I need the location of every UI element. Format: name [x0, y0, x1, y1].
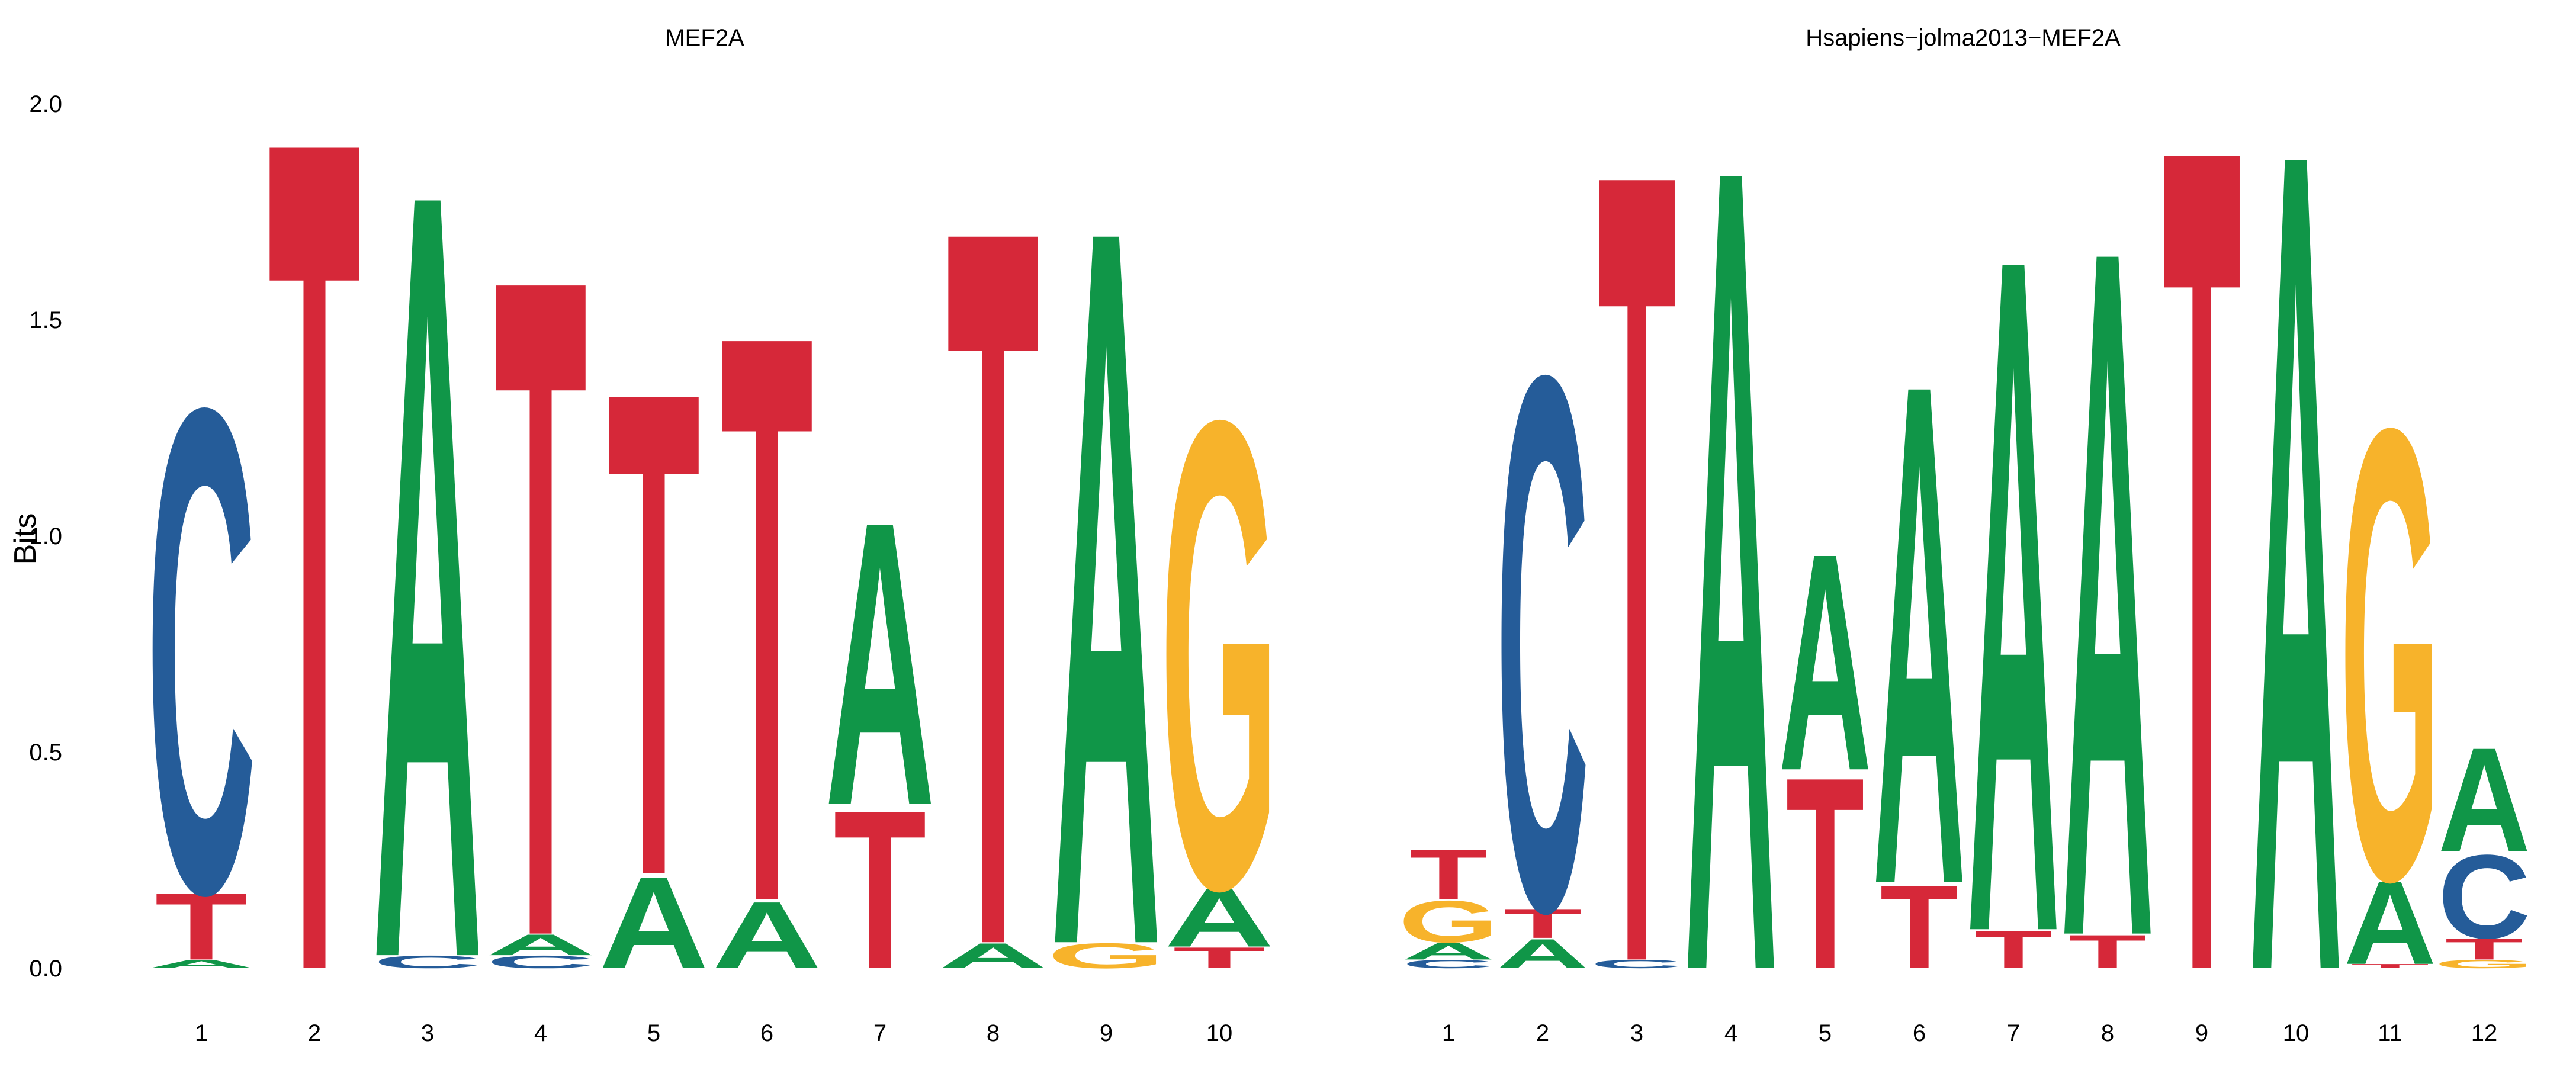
x-tick-label: 10	[2283, 1020, 2310, 1046]
x-tick-label: 5	[1819, 1020, 1832, 1046]
x-tick-label: 8	[987, 1020, 1000, 1046]
logo-letter-a: A	[2438, 716, 2531, 883]
logo-letter-a: A	[486, 928, 596, 962]
x-tick-label: 6	[760, 1020, 773, 1046]
x-tick-label: 1	[1442, 1020, 1455, 1046]
y-tick-label: 2.0	[29, 91, 62, 117]
x-tick-label: 11	[2378, 1020, 2402, 1046]
logo-letter-t: T	[1880, 860, 1959, 994]
logo-letter-a: A	[1164, 871, 1274, 965]
logo-letter-c: C	[1402, 957, 1495, 971]
logo-letter-a: A	[938, 936, 1048, 976]
x-tick-label: 1	[195, 1020, 208, 1046]
y-tick-label: 1.5	[29, 307, 62, 333]
logo-letter-t: T	[1974, 920, 2053, 979]
panel-1-title: MEF2A	[665, 25, 744, 51]
logo-letter-g: G	[1399, 888, 1499, 955]
x-tick-label: 5	[647, 1020, 660, 1046]
y-axis-label: Bits	[8, 513, 43, 565]
logo-letter-a: A	[2344, 856, 2437, 989]
logo-letter-c: C	[146, 265, 256, 1037]
logo-letter-a: A	[372, 0, 483, 1083]
logo-letter-a: A	[1051, 14, 1161, 1083]
logo-letter-g: G	[1160, 282, 1279, 1028]
logo-letter-t: T	[607, 248, 700, 1020]
x-tick-label: 7	[873, 1020, 886, 1046]
logo-letter-t: T	[1409, 835, 1488, 915]
x-tick-label: 2	[1536, 1020, 1549, 1046]
logo-letter-c: C	[372, 952, 483, 972]
logo-letter-a: A	[1873, 234, 1966, 1033]
logo-letter-c: C	[1591, 957, 1684, 971]
logo-letter-a: A	[1779, 489, 1872, 835]
logo-letter-c: C	[1496, 217, 1589, 1070]
logo-letter-t: T	[1173, 941, 1265, 975]
logo-letter-g: G	[2340, 295, 2440, 1014]
panel-2-title: Hsapiens−jolma2013−MEF2A	[1806, 25, 2121, 51]
logo-letter-a: A	[2061, 43, 2154, 1083]
x-tick-label: 3	[421, 1020, 434, 1046]
logo-letter-c: C	[2438, 830, 2531, 963]
x-tick-label: 12	[2471, 1020, 2498, 1046]
logo-letter-t: T	[155, 873, 248, 979]
y-tick-label: 0.0	[29, 956, 62, 982]
x-tick-label: 8	[2101, 1020, 2114, 1046]
x-tick-label: 6	[1913, 1020, 1926, 1046]
logo-letter-g: G	[1047, 936, 1165, 976]
x-tick-label: 10	[1206, 1020, 1233, 1046]
logo-letter-a: A	[712, 882, 822, 988]
logo-letter-g: G	[2434, 957, 2535, 971]
logo-letter-t: T	[2068, 925, 2147, 978]
logo-letter-t: T	[1786, 720, 1865, 1026]
logo-letter-a: A	[1402, 938, 1495, 965]
x-tick-label: 3	[1630, 1020, 1643, 1046]
logo-letter-t: T	[268, 0, 361, 1083]
y-tick-label: 1.0	[29, 523, 62, 549]
logo-letter-c: C	[486, 952, 596, 972]
y-tick-label: 0.5	[29, 740, 62, 766]
x-tick-label: 9	[1100, 1020, 1113, 1046]
logo-letter-a: A	[1496, 931, 1589, 978]
x-tick-label: 7	[2007, 1020, 2020, 1046]
logo-letter-t: T	[2445, 933, 2524, 966]
logo-letter-a: A	[146, 957, 256, 971]
x-tick-label: 2	[308, 1020, 321, 1046]
logo-letter-a: A	[1685, 0, 1778, 1083]
logo-letter-a: A	[825, 437, 935, 890]
logo-letter-t: T	[1598, 0, 1676, 1083]
x-tick-label: 9	[2195, 1020, 2208, 1046]
logo-letter-t: T	[2163, 0, 2241, 1083]
logo-letter-t: T	[1504, 901, 1582, 947]
logo-letter-a: A	[599, 850, 709, 996]
logo-letter-t: T	[720, 165, 813, 1071]
logo-letter-t: T	[833, 764, 926, 1017]
logo-letter-a: A	[1967, 55, 2060, 1083]
logo-letter-a: A	[2250, 0, 2343, 1083]
logo-letter-t: T	[494, 81, 587, 1083]
x-tick-label: 4	[1724, 1020, 1737, 1046]
logo-letter-t: T	[946, 14, 1039, 1083]
logo-letter-t: T	[2351, 963, 2430, 969]
x-tick-label: 4	[534, 1020, 547, 1046]
